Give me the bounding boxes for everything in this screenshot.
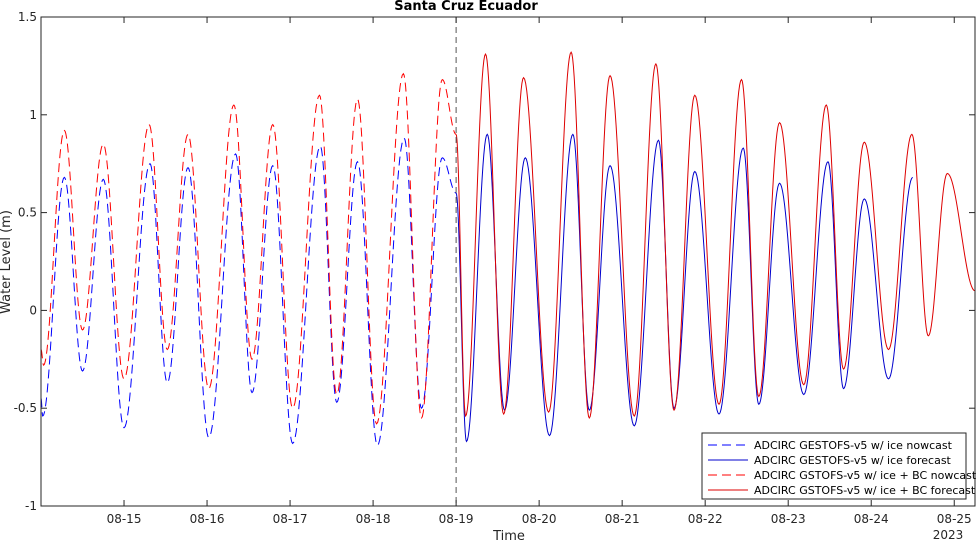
plot-frame xyxy=(40,16,976,507)
x-tick-label: 08-20 xyxy=(522,512,557,526)
y-tick-label: 0 xyxy=(29,303,37,317)
legend-entry: ADCIRC GESTOFS-v5 w/ ice nowcast xyxy=(754,439,953,452)
x-tick-label: 08-21 xyxy=(605,512,640,526)
x-tick-label: 08-23 xyxy=(771,512,806,526)
y-axis: -1 -0.5 0 0.5 1 1.5 xyxy=(14,10,975,513)
legend-box xyxy=(701,432,967,500)
series-line-1 xyxy=(41,137,457,447)
y-tick-label: -1 xyxy=(25,499,37,513)
x-axis-year-label: 2023 xyxy=(933,528,964,541)
y-tick-label: 1 xyxy=(29,108,37,122)
y-tick-label: 1.5 xyxy=(18,10,37,24)
x-tick-label: 08-24 xyxy=(854,512,889,526)
x-tick-label: 08-19 xyxy=(439,512,474,526)
legend-entry: ADCIRC GSTOFS-v5 w/ ice + BC forecast xyxy=(754,484,976,497)
y-tick-label: -0.5 xyxy=(14,401,37,415)
series-layer xyxy=(41,51,976,447)
x-tick-label: 08-17 xyxy=(273,512,308,526)
x-tick-label: 08-18 xyxy=(356,512,391,526)
legend-entry: ADCIRC GSTOFS-v5 w/ ice + BC nowcast xyxy=(754,469,976,482)
series-line-3 xyxy=(41,72,457,425)
x-axis-label: Time xyxy=(492,529,525,541)
y-tick-label: 0.5 xyxy=(18,206,37,220)
legend: ADCIRC GESTOFS-v5 w/ ice nowcast ADCIRC G… xyxy=(701,432,976,500)
x-tick-label: 08-15 xyxy=(107,512,142,526)
x-tick-label: 08-16 xyxy=(190,512,225,526)
series-line-2 xyxy=(455,133,914,443)
legend-entry: ADCIRC GESTOFS-v5 w/ ice forecast xyxy=(754,454,952,467)
chart-title: Santa Cruz Ecuador xyxy=(394,0,538,14)
series-line-4 xyxy=(455,51,976,420)
x-tick-label: 08-25 xyxy=(937,512,972,526)
x-tick-label: 08-22 xyxy=(688,512,723,526)
y-axis-label: Water Level (m) xyxy=(0,210,14,314)
x-axis: 08-15 08-16 08-17 08-18 08-19 08-20 08-21 08-22… xyxy=(107,17,972,526)
